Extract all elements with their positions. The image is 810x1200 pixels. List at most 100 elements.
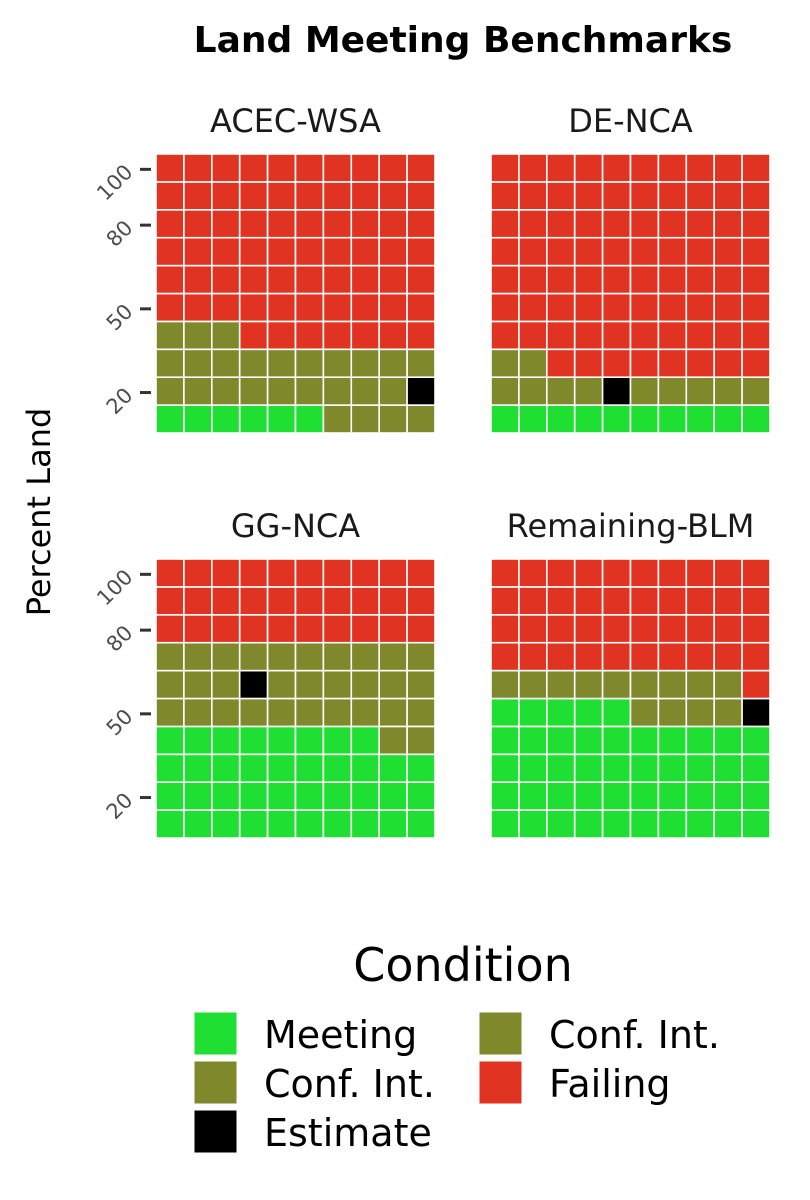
waffle-cell-meeting: [685, 725, 715, 756]
waffle-cell-failing: [629, 181, 660, 211]
waffle-cell-failing: [183, 613, 213, 644]
waffle-cell-failing: [183, 181, 213, 211]
waffle-cell-meeting: [490, 404, 520, 434]
waffle-cell-conf-low: [294, 376, 325, 406]
waffle-cell-failing: [518, 586, 548, 616]
waffle-cell-conf-high: [545, 669, 576, 700]
waffle-cell-failing: [741, 236, 771, 267]
waffle-cell-meeting: [713, 725, 743, 756]
waffle-cell-conf-high: [629, 669, 660, 700]
waffle-cell-meeting: [657, 725, 688, 756]
waffle-cell-failing: [573, 236, 604, 267]
waffle-cell-failing: [629, 320, 660, 351]
waffle-cell-failing: [573, 292, 604, 323]
waffle-cell-failing: [238, 236, 269, 267]
waffle-cell-meeting: [685, 781, 715, 811]
waffle-cell-meeting: [294, 809, 325, 839]
legend-key: [478, 1011, 523, 1056]
waffle-cell-failing: [601, 613, 632, 644]
waffle-cell-conf-high: [238, 641, 269, 672]
waffle-cell-conf-low: [406, 697, 436, 728]
waffle-cell-failing: [629, 209, 660, 239]
waffle-cell-meeting: [294, 781, 325, 811]
waffle-cell-conf-low: [406, 404, 436, 434]
waffle-cell-failing: [211, 292, 241, 323]
waffle-cell-failing: [183, 292, 213, 323]
waffle-cell-failing: [183, 153, 213, 183]
waffle-cell-failing: [657, 641, 688, 672]
waffle-cell-failing: [713, 209, 743, 239]
waffle-cell-meeting: [350, 753, 380, 783]
waffle-cell-failing: [657, 181, 688, 211]
waffle-cell-failing: [518, 641, 548, 672]
waffle-cell-failing: [238, 209, 269, 239]
facet-de-nca: DE-NCA: [490, 102, 771, 434]
waffle-cell-conf-low: [406, 725, 436, 756]
waffle-cell-failing: [211, 209, 241, 239]
waffle-cell-failing: [601, 209, 632, 239]
waffle-cell-failing: [601, 153, 632, 183]
waffle-cell-conf-low: [183, 669, 213, 700]
waffle-cell-failing: [657, 292, 688, 323]
waffle-cell-failing: [518, 558, 548, 588]
legend-item-failing: Failing: [478, 1060, 671, 1106]
waffle-cell-failing: [713, 264, 743, 295]
waffle-cell-failing: [183, 264, 213, 295]
waffle-cell-failing: [545, 153, 576, 183]
waffle-cell-failing: [155, 236, 185, 267]
legend-label: Conf. Int.: [549, 1013, 720, 1057]
waffle-cell-conf-high: [657, 669, 688, 700]
waffle-cell-conf-high: [183, 320, 213, 351]
waffle-cell-failing: [741, 348, 771, 378]
waffle-cell-failing: [518, 613, 548, 644]
waffle-cell-conf-high: [350, 348, 380, 378]
waffle-cell-failing: [406, 236, 436, 267]
waffle-cell-meeting: [350, 809, 380, 839]
waffle-cell-conf-high: [657, 376, 688, 406]
waffle-cell-failing: [573, 348, 604, 378]
waffle-cell-failing: [322, 181, 353, 211]
waffle-cell-meeting: [183, 725, 213, 756]
waffle-cell-conf-low: [490, 376, 520, 406]
waffle-cell-conf-high: [350, 641, 380, 672]
waffle-cell-failing: [685, 236, 715, 267]
waffle-cell-failing: [378, 586, 408, 616]
legend: Condition Meeting Conf. Int. Estimate Conf.…: [193, 938, 720, 1155]
waffle-cell-failing: [378, 613, 408, 644]
waffle-cell-meeting: [322, 753, 353, 783]
waffle-cell-meeting: [629, 809, 660, 839]
legend-item-conf-low: Conf. Int.: [193, 1060, 435, 1106]
waffle-cell-conf-high: [350, 669, 380, 700]
waffle-cell-conf-high: [685, 669, 715, 700]
waffle-cell-failing: [406, 209, 436, 239]
waffle-cell-failing: [378, 558, 408, 588]
waffle-cell-failing: [350, 181, 380, 211]
waffle-cell-failing: [573, 264, 604, 295]
waffle-cell-conf-high: [266, 348, 297, 378]
waffle-cell-failing: [211, 153, 241, 183]
waffle-cell-failing: [294, 586, 325, 616]
waffle-cell-failing: [322, 292, 353, 323]
waffle-cell-failing: [713, 181, 743, 211]
waffle-cell-meeting: [741, 725, 771, 756]
waffle-cell-conf-low: [294, 697, 325, 728]
facet-panels: ACEC-WSA 20 50 80 100 DE-NCA GG-NCA 20 50 80 100 Re…: [92, 102, 771, 839]
waffle-cell-conf-low: [629, 697, 660, 728]
waffle-cell-conf-low: [350, 697, 380, 728]
waffle-cell-failing: [713, 558, 743, 588]
waffle-cell-meeting: [155, 809, 185, 839]
waffle-cell-meeting: [406, 809, 436, 839]
waffle-cell-failing: [657, 236, 688, 267]
waffle-cell-failing: [211, 558, 241, 588]
waffle-cell-failing: [629, 641, 660, 672]
waffle-cell-meeting: [183, 753, 213, 783]
waffle-cell-failing: [601, 348, 632, 378]
legend-key: [193, 1109, 238, 1154]
waffle-cell-failing: [378, 181, 408, 211]
waffle-cell-failing: [518, 236, 548, 267]
waffle-cell-failing: [545, 348, 576, 378]
waffle-cell-meeting: [657, 809, 688, 839]
waffle-cell-failing: [238, 558, 269, 588]
waffle-cell-failing: [685, 264, 715, 295]
